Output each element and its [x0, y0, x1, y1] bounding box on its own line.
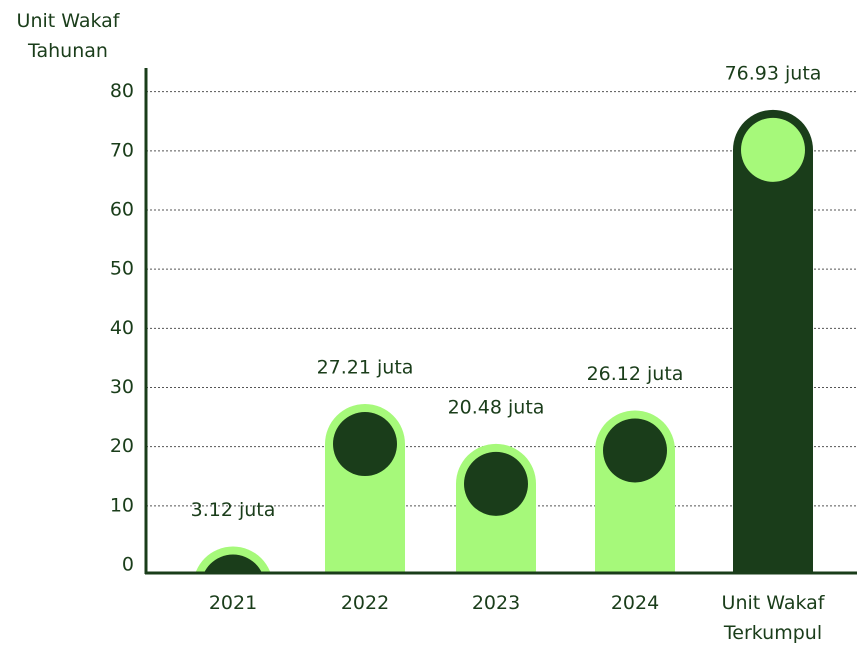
- y-tick-label: 30: [110, 376, 134, 398]
- bar-dot: [603, 418, 667, 483]
- bar-dot: [464, 451, 528, 516]
- value-label: 76.93 juta: [725, 62, 822, 84]
- bar-dot: [204, 554, 262, 573]
- y-tick-label: 40: [110, 317, 134, 339]
- value-label: 26.12 juta: [587, 363, 684, 385]
- x-tick-label: 2024: [610, 592, 660, 614]
- x-tick-label: 2022: [340, 592, 390, 614]
- y-tick-label: 10: [110, 494, 134, 516]
- bar-dot: [333, 412, 397, 477]
- y-tick-label: 70: [110, 139, 134, 161]
- y-tick-label: 80: [110, 80, 134, 102]
- x-tick-label: 2021: [208, 592, 258, 614]
- y-tick-label: 20: [110, 435, 134, 457]
- value-label: 27.21 juta: [317, 357, 414, 379]
- bar-dot: [741, 117, 805, 182]
- y-axis-title: Unit Wakaf Tahunan: [16, 10, 120, 62]
- value-label: 20.48 juta: [448, 396, 545, 418]
- y-tick-label: 60: [110, 199, 134, 221]
- x-tick-label: 2023: [471, 592, 521, 614]
- y-tick-label: 50: [110, 258, 134, 280]
- value-label: 3.12 juta: [191, 499, 276, 521]
- y-tick-label: 0: [122, 554, 134, 576]
- bar: [733, 109, 813, 573]
- x-tick-label: Unit Wakaf Terkumpul: [721, 592, 825, 644]
